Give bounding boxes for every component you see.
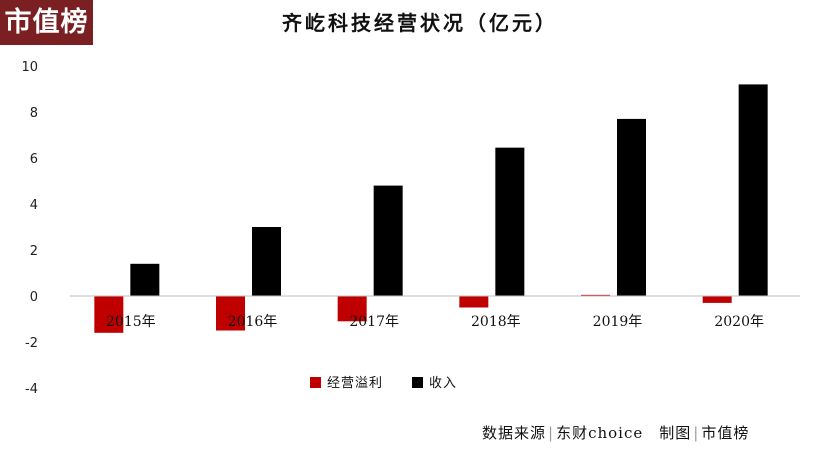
x-tick-label: 2019年 (593, 314, 643, 330)
separator: | (693, 424, 700, 442)
legend-label-1: 收入 (429, 376, 457, 391)
profit-bar-2 (337, 296, 367, 322)
bars (94, 84, 768, 333)
chart-title: 齐屹科技经营状况（亿元） (282, 11, 558, 35)
y-tick-label: 2 (30, 244, 38, 259)
y-tick-label: 4 (30, 198, 38, 213)
profit-bar-4 (581, 294, 610, 296)
revenue-bar-4 (617, 118, 646, 297)
x-tick-label: 2018年 (471, 314, 521, 330)
revenue-bar-1 (252, 227, 281, 296)
legend-swatch-1 (412, 377, 423, 388)
revenue-bar-0 (130, 263, 160, 296)
profit-bar-1 (216, 296, 245, 331)
legend: 经营溢利 收入 (310, 376, 457, 391)
x-tick-label: 2016年 (228, 314, 278, 330)
y-tick-label: -2 (25, 336, 38, 351)
y-tick-label: 0 (30, 290, 38, 305)
source-label: 数据来源 (482, 424, 547, 442)
revenue-bar-5 (738, 84, 768, 297)
brand-logo: 市值榜 (0, 0, 93, 45)
separator: | (548, 424, 555, 442)
y-tick-label: 6 (30, 152, 38, 167)
legend-swatch-0 (310, 377, 321, 388)
revenue-bar-3 (495, 147, 525, 296)
x-tick-label: 2020年 (714, 314, 764, 330)
source-value: 东财choice (556, 424, 644, 442)
source-credit: 数据来源 | 东财choice 制图 | 市值榜 (482, 422, 749, 442)
x-axis-labels: 2015年 2016年 2017年 2018年 2019年 2020年 (106, 314, 764, 330)
x-tick-label: 2015年 (106, 314, 156, 330)
y-tick-label: -4 (25, 382, 38, 397)
made-value: 市值榜 (701, 424, 750, 442)
profit-bar-0 (94, 296, 124, 333)
y-tick-label: 10 (21, 60, 38, 75)
profit-bar-3 (459, 296, 489, 308)
legend-label-0: 经营溢利 (327, 376, 383, 391)
x-tick-label: 2017年 (349, 314, 399, 330)
revenue-bar-2 (373, 185, 403, 296)
profit-bar-5 (702, 296, 732, 303)
made-label: 制图 (659, 424, 692, 442)
y-axis-ticks: 10 8 6 4 2 0 -2 -4 (21, 60, 38, 397)
y-tick-label: 8 (30, 106, 38, 121)
